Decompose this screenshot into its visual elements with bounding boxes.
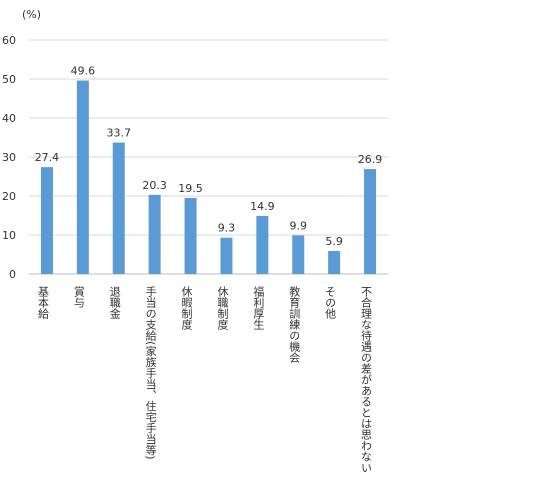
y-tick-label: 60 xyxy=(2,34,16,47)
x-category-label: 退職金 xyxy=(108,286,121,319)
data-label: 19.5 xyxy=(178,182,203,195)
data-label: 33.7 xyxy=(107,127,132,140)
bar xyxy=(184,197,197,274)
bar xyxy=(40,167,53,274)
bars xyxy=(40,80,377,274)
bar xyxy=(76,80,89,274)
y-axis-unit-label: (%) xyxy=(22,8,41,21)
x-category-label: 基本給 xyxy=(36,286,49,320)
data-label: 9.3 xyxy=(218,222,236,235)
x-category-label: その他 xyxy=(324,286,337,319)
x-category-label: 手当の支給(家族手当、住宅手当等) xyxy=(144,285,157,460)
y-tick-label: 30 xyxy=(2,151,16,164)
data-label: 20.3 xyxy=(142,179,167,192)
y-tick-label: 20 xyxy=(2,190,16,203)
x-category-label: 教育訓練の機会 xyxy=(288,286,301,363)
y-tick-label: 0 xyxy=(9,268,16,281)
bar xyxy=(148,194,161,274)
data-labels: 27.4 49.6 33.7 20.3 19.5 9.3 14.9 9.9 5.9 26.9 xyxy=(35,65,383,248)
x-category-label: 福利厚生 xyxy=(252,285,265,330)
data-label: 26.9 xyxy=(358,153,383,166)
data-label: 9.9 xyxy=(290,219,308,232)
bar xyxy=(364,169,377,274)
x-category-label: 休職制度 xyxy=(216,286,229,331)
x-category-label: 休暇制度 xyxy=(180,286,193,331)
bar xyxy=(112,142,125,274)
y-tick-label: 50 xyxy=(2,73,16,86)
data-label: 5.9 xyxy=(325,235,343,248)
data-label: 14.9 xyxy=(250,200,275,213)
y-tick-label: 10 xyxy=(2,229,16,242)
bar xyxy=(220,237,233,274)
y-axis-ticks: 0 10 20 30 40 50 60 xyxy=(2,34,16,281)
bar xyxy=(328,250,341,274)
x-axis-category-labels: 基本給 賞与 退職金 手当の支給(家族手当、住宅手当等) 休暇制度 休職制度 福利厚生 教育訓… xyxy=(36,285,372,473)
x-category-label: 不合理な待遇の差があるとは思わない xyxy=(360,286,373,473)
data-label: 27.4 xyxy=(35,151,60,164)
y-tick-label: 40 xyxy=(2,112,16,125)
data-label: 49.6 xyxy=(71,65,96,78)
bar xyxy=(292,235,305,274)
x-category-label: 賞与 xyxy=(72,286,85,308)
bar xyxy=(256,215,269,274)
